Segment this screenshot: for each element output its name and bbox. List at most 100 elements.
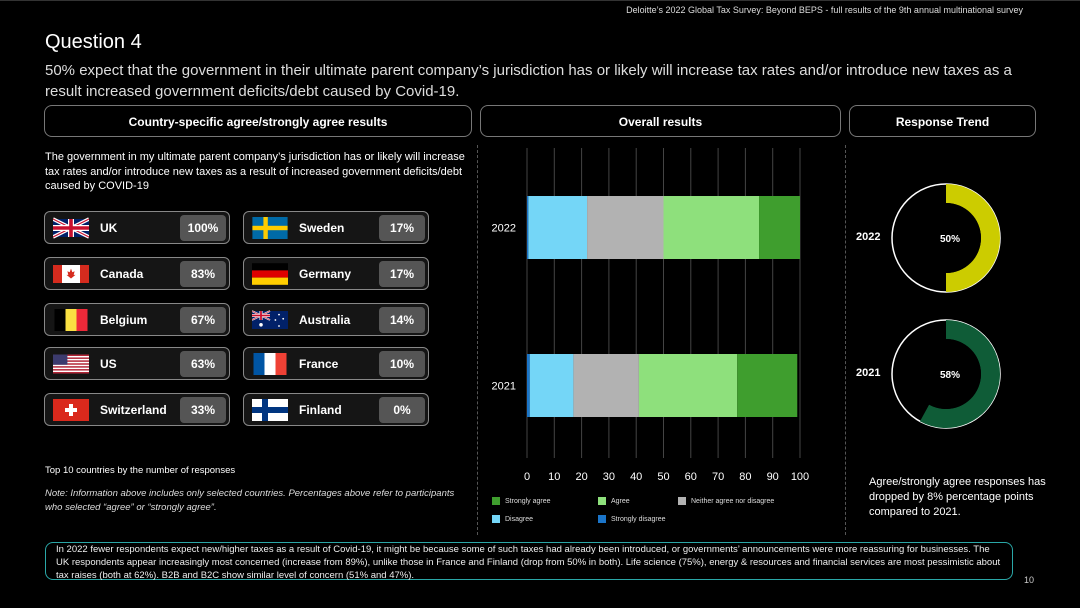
legend-swatch — [492, 497, 500, 505]
donut-segment — [919, 320, 1000, 428]
bar-segment — [527, 354, 530, 417]
question-subtitle: 50% expect that the government in their … — [45, 62, 1012, 100]
country-name: UK — [100, 220, 118, 235]
donut-value-label: 50% — [940, 234, 960, 245]
legend-item: Neither agree nor disagree — [678, 497, 774, 505]
question-title: Question 4 — [45, 31, 142, 53]
country-percent: 33% — [180, 396, 226, 423]
overall-results-chart: 0 10 20 30 40 50 60 70 80 90 100 2022 2021 — [492, 148, 809, 483]
panel-divider-right — [845, 145, 846, 535]
bar-segment — [529, 354, 574, 417]
country-name: Finland — [299, 402, 342, 417]
bar-segment — [737, 354, 798, 417]
x-tick-label: 90 — [767, 471, 779, 483]
trend-summary: Agree/strongly agree responses has dropp… — [869, 476, 1046, 518]
bar-segment — [759, 196, 800, 259]
country-card-france: France 10% — [243, 347, 429, 380]
trend-panel-header: Response Trend — [849, 105, 1036, 137]
legend-item: Strongly agree — [492, 497, 551, 505]
germany-flag-icon — [252, 262, 288, 285]
insight-box: In 2022 fewer respondents expect new/hig… — [45, 542, 1013, 581]
australia-flag-icon — [252, 309, 288, 329]
x-tick-label: 30 — [603, 471, 615, 483]
chart-legend: Strongly agree Agree Neither agree nor dis… — [492, 497, 832, 527]
donut-value-label: 58% — [940, 370, 960, 381]
x-tick-label: 60 — [685, 471, 697, 483]
donut-segment — [946, 184, 1000, 292]
bar-segment — [528, 196, 588, 259]
country-card-finland: Finland 0% — [243, 393, 429, 426]
country-name: Australia — [299, 312, 351, 327]
legend-item: Disagree — [492, 515, 533, 523]
legend-label: Agree — [611, 497, 630, 505]
country-percent: 17% — [379, 214, 425, 241]
country-name: US — [100, 356, 117, 371]
x-tick-label: 20 — [575, 471, 587, 483]
france-flag-icon — [253, 352, 287, 375]
country-percent: 10% — [379, 350, 425, 377]
bar-segment — [638, 354, 738, 417]
country-card-sweden: Sweden 17% — [243, 211, 429, 244]
country-card-uk: UK 100% — [44, 211, 230, 244]
trend-year-2022: 2022 — [856, 231, 881, 243]
donut-chart-2021: 58% — [891, 319, 1001, 429]
trend-year-2021: 2021 — [856, 367, 881, 379]
donut-chart-2022: 50% — [891, 183, 1001, 293]
switzerland-flag-icon — [53, 398, 89, 421]
country-name: Sweden — [299, 220, 345, 235]
y-category-label: 2022 — [492, 223, 516, 235]
country-card-belgium: Belgium 67% — [44, 303, 230, 336]
x-tick-label: 40 — [630, 471, 642, 483]
legend-label: Neither agree nor disagree — [691, 497, 775, 505]
country-percent: 0% — [379, 396, 425, 423]
legend-label: Strongly agree — [505, 497, 551, 505]
country-card-switzerland: Switzerland 33% — [44, 393, 230, 426]
bar-segment — [587, 196, 664, 259]
x-tick-label: 50 — [657, 471, 669, 483]
legend-swatch — [598, 497, 606, 505]
country-percent: 14% — [379, 306, 425, 333]
top10-label: Top 10 countries by the number of respon… — [45, 465, 236, 476]
country-card-us: US 63% — [44, 347, 230, 380]
finland-flag-icon — [252, 398, 288, 421]
page-number: 10 — [1023, 575, 1034, 585]
x-tick-label: 100 — [791, 471, 809, 483]
donut-hole — [911, 339, 981, 409]
country-card-australia: Australia 14% — [243, 303, 429, 336]
bar-segment — [573, 354, 639, 417]
country-percent: 63% — [180, 350, 226, 377]
y-category-label: 2021 — [492, 381, 516, 393]
legend-swatch — [678, 497, 686, 505]
top-rule — [0, 0, 1080, 1]
source-line: Deloitte’s 2022 Global Tax Survey: Beyon… — [626, 5, 1023, 15]
country-description: The government in my ultimate parent com… — [45, 151, 465, 192]
country-percent: 83% — [180, 260, 226, 287]
legend-swatch — [492, 515, 500, 523]
country-name: Switzerland — [100, 402, 167, 417]
belgium-flag-icon — [54, 308, 88, 331]
bar-segment — [663, 196, 760, 259]
country-card-germany: Germany 17% — [243, 257, 429, 290]
country-card-canada: Canada 83% — [44, 257, 230, 290]
country-name: Belgium — [100, 312, 148, 327]
country-percent: 67% — [180, 306, 226, 333]
x-tick-label: 80 — [739, 471, 751, 483]
country-name: Germany — [299, 266, 352, 281]
country-percent: 17% — [379, 260, 425, 287]
bar-segment — [527, 196, 529, 259]
x-tick-label: 70 — [712, 471, 724, 483]
legend-label: Disagree — [505, 515, 534, 523]
country-name: Canada — [100, 266, 144, 281]
legend-label: Strongly disagree — [611, 515, 666, 523]
us-flag-icon — [53, 354, 89, 373]
legend-swatch — [598, 515, 606, 523]
country-note: Note: Information above includes only se… — [45, 488, 455, 513]
x-tick-label: 0 — [524, 471, 530, 483]
x-tick-label: 10 — [548, 471, 560, 483]
sweden-flag-icon — [252, 216, 288, 239]
overall-panel-header: Overall results — [480, 105, 841, 137]
legend-item: Strongly disagree — [598, 515, 665, 523]
legend-item: Agree — [598, 497, 630, 505]
country-name: France — [299, 356, 339, 371]
uk-flag-icon — [53, 216, 89, 239]
